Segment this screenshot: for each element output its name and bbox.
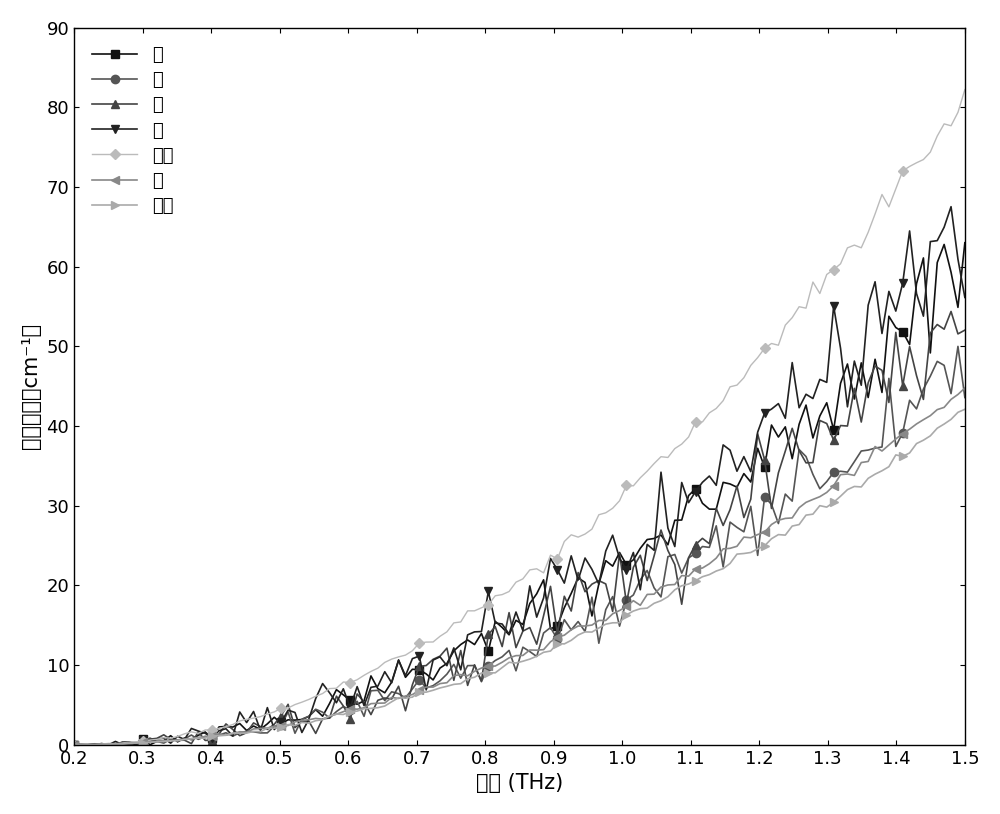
牛 (68, 740, 80, 750)
Legend: 猪, 羊, 牛, 兔, 水貂, 狗, 猪獾: 猪, 羊, 牛, 兔, 水貂, 狗, 猪獾 (83, 37, 182, 224)
猪獾 (883, 462, 895, 471)
牛 (448, 676, 460, 685)
猪 (848, 394, 860, 404)
羊 (765, 500, 777, 510)
猪 (959, 238, 971, 247)
兔 (310, 694, 322, 703)
兔 (765, 405, 777, 414)
Y-axis label: 吸收系数（cm⁻¹）: 吸收系数（cm⁻¹） (21, 323, 41, 449)
水貂 (109, 739, 121, 749)
Line: 猪獾: 猪獾 (70, 405, 969, 749)
Line: 水貂: 水貂 (71, 86, 968, 748)
兔 (68, 740, 80, 750)
猪 (68, 740, 80, 750)
猪 (109, 737, 121, 746)
兔 (959, 292, 971, 302)
羊 (724, 517, 736, 527)
牛 (531, 639, 543, 649)
牛 (959, 326, 971, 335)
猪獾 (821, 502, 833, 512)
Line: 牛: 牛 (70, 308, 969, 749)
牛 (724, 505, 736, 514)
兔 (724, 445, 736, 455)
狗 (68, 740, 80, 750)
狗 (959, 383, 971, 393)
水貂 (959, 85, 971, 94)
狗 (883, 440, 895, 450)
Line: 兔: 兔 (70, 203, 969, 749)
猪獾 (848, 482, 860, 492)
兔 (531, 612, 543, 622)
羊 (952, 342, 964, 352)
水貂 (703, 408, 715, 418)
羊 (310, 704, 322, 714)
猪 (883, 312, 895, 322)
兔 (655, 467, 667, 477)
Line: 猪: 猪 (70, 239, 969, 749)
兔 (448, 643, 460, 653)
水貂 (551, 554, 563, 564)
牛 (765, 504, 777, 514)
水貂 (848, 240, 860, 250)
牛 (655, 525, 667, 535)
羊 (959, 392, 971, 402)
水貂 (883, 202, 895, 212)
水貂 (68, 740, 80, 750)
猪 (821, 398, 833, 408)
猪獾 (703, 570, 715, 580)
羊 (531, 652, 543, 662)
X-axis label: 频率 (THz): 频率 (THz) (476, 773, 563, 793)
猪獾 (959, 405, 971, 414)
狗 (551, 632, 563, 642)
羊 (68, 740, 80, 750)
羊 (448, 659, 460, 669)
牛 (310, 729, 322, 738)
羊 (655, 592, 667, 602)
猪獾 (109, 739, 121, 749)
猪 (703, 504, 715, 514)
猪獾 (551, 639, 563, 649)
狗 (848, 470, 860, 480)
猪獾 (68, 740, 80, 750)
兔 (945, 202, 957, 212)
狗 (109, 739, 121, 749)
Line: 狗: 狗 (70, 384, 969, 749)
水貂 (821, 269, 833, 279)
猪 (551, 621, 563, 631)
狗 (703, 559, 715, 569)
牛 (945, 307, 957, 317)
狗 (821, 488, 833, 497)
Line: 羊: 羊 (70, 342, 969, 749)
